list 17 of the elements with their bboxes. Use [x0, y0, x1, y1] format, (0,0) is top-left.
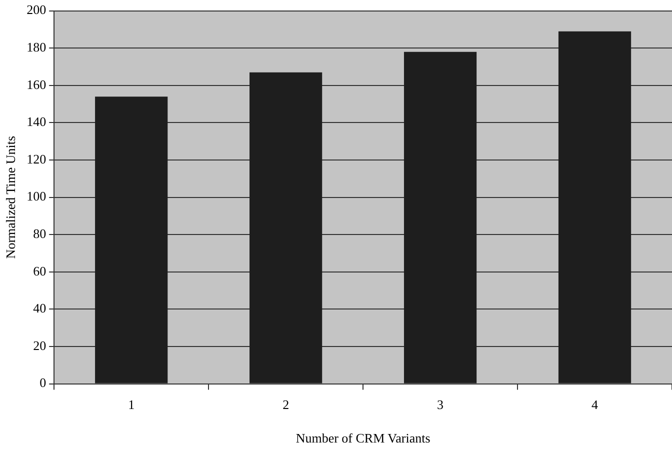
y-tick-label: 160 [26, 76, 46, 92]
x-tick-label: 3 [437, 397, 444, 412]
y-tick-label: 0 [40, 375, 46, 390]
y-tick-label: 60 [33, 263, 46, 278]
y-tick-label: 120 [26, 151, 46, 166]
y-tick-label: 40 [33, 300, 46, 316]
x-tick-label: 1 [128, 397, 135, 412]
y-tick-label: 140 [26, 114, 46, 130]
y-tick-label: 20 [33, 338, 46, 353]
y-tick-label: 80 [33, 226, 46, 242]
x-axis-title: Number of CRM Variants [296, 430, 430, 446]
y-tick-label: 180 [26, 40, 46, 55]
x-tick-label: 4 [592, 397, 599, 412]
y-tick-label: 100 [26, 188, 46, 204]
x-tick-label: 2 [282, 397, 290, 412]
y-tick-label: 200 [26, 2, 46, 18]
y-axis-title: Normalized Time Units [3, 136, 18, 259]
